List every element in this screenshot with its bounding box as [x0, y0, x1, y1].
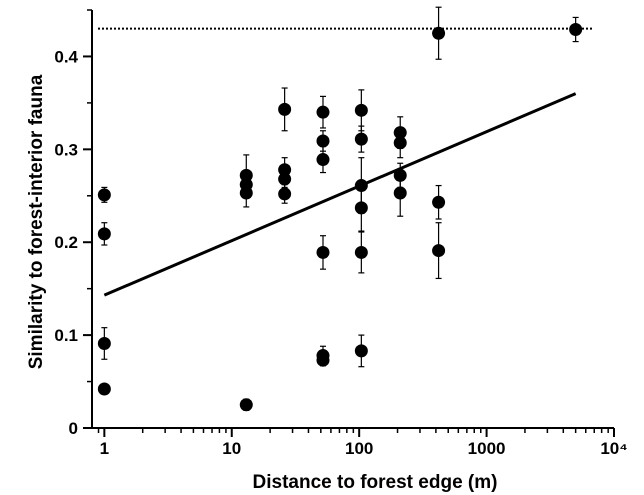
point-marker	[97, 382, 111, 396]
point-marker	[97, 188, 111, 202]
point-marker	[354, 132, 368, 146]
x-axis-ticks: 1 10 100 1000 10⁴	[97, 428, 628, 458]
data-point	[278, 184, 292, 204]
point-marker	[316, 245, 330, 259]
point-marker	[354, 201, 368, 215]
point-marker	[97, 227, 111, 241]
point-marker	[393, 136, 407, 150]
point-marker	[278, 172, 292, 186]
data-point	[354, 184, 368, 232]
point-marker	[316, 134, 330, 148]
data-point	[569, 16, 583, 43]
data-point	[432, 222, 446, 280]
point-marker	[354, 103, 368, 117]
point-marker	[354, 245, 368, 259]
point-marker	[316, 153, 330, 167]
data-point	[393, 169, 407, 217]
y-tick-label: 0.1	[54, 326, 78, 345]
data-point	[97, 327, 111, 360]
regression-line	[103, 92, 577, 297]
data-point	[354, 231, 368, 274]
point-marker	[432, 244, 446, 258]
data-points	[97, 6, 583, 412]
x-tick-label: 10	[222, 439, 241, 458]
point-marker	[278, 187, 292, 201]
data-point	[239, 178, 253, 208]
y-tick-label: 0	[69, 419, 78, 438]
point-marker	[569, 23, 583, 37]
y-tick-label: 0.3	[54, 140, 78, 159]
data-point	[97, 222, 111, 246]
axes	[91, 10, 614, 429]
y-tick-label: 0.2	[54, 233, 78, 252]
point-marker	[239, 186, 253, 200]
data-point	[432, 6, 446, 60]
data-point	[316, 95, 330, 129]
x-tick-label: 1000	[468, 439, 506, 458]
data-point	[316, 145, 330, 174]
point-marker	[354, 344, 368, 358]
data-point	[97, 382, 111, 396]
data-point	[354, 89, 368, 132]
y-axis-ticks: 0 0.1 0.2 0.3 0.4	[54, 9, 92, 438]
x-tick-label: 1	[100, 439, 109, 458]
point-marker	[278, 163, 292, 177]
data-point	[97, 186, 111, 203]
regression-line-layer	[103, 92, 577, 297]
point-marker	[239, 398, 253, 412]
x-axis-title: Distance to forest edge (m)	[253, 472, 498, 493]
data-point	[393, 127, 407, 159]
data-point	[354, 334, 368, 368]
point-marker	[316, 105, 330, 119]
y-tick-label: 0.4	[54, 47, 78, 66]
point-marker	[278, 102, 292, 116]
point-marker	[432, 195, 446, 209]
point-marker	[316, 353, 330, 367]
point-marker	[393, 186, 407, 200]
y-axis-title: Similarity to forest-interior fauna	[26, 74, 47, 369]
point-marker	[97, 336, 111, 350]
point-marker	[432, 26, 446, 40]
x-tick-label: 100	[345, 439, 373, 458]
x-tick-label: 10⁴	[600, 439, 627, 458]
data-point	[278, 87, 292, 132]
data-point	[316, 235, 330, 270]
data-point	[316, 353, 330, 367]
data-point	[354, 125, 368, 153]
data-point	[432, 184, 446, 220]
data-point	[239, 398, 253, 412]
